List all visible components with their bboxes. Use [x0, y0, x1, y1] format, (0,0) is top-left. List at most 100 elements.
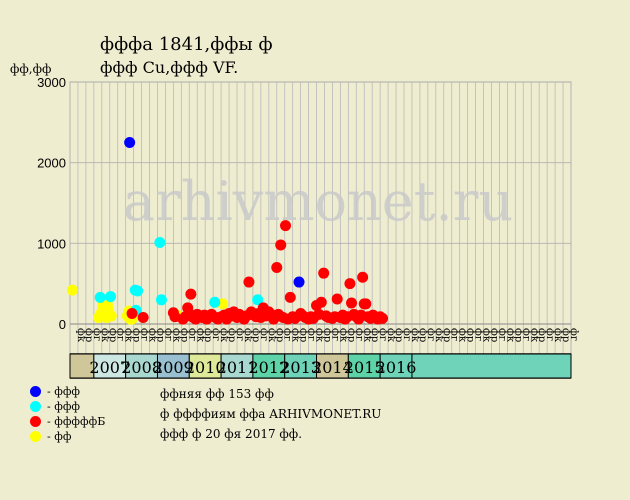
- info-line-source: ф ффффиям ффа ARHIVMONET.RU: [160, 407, 382, 421]
- legend-item-red: - фффффБ: [30, 414, 105, 429]
- year-label: 2007: [89, 358, 130, 377]
- quarter-label: фг: [496, 328, 507, 341]
- quarter-label: фр: [107, 328, 118, 342]
- red-point: [360, 298, 372, 310]
- quarter-label: фг: [162, 328, 173, 341]
- quarter-label: фг: [186, 328, 197, 341]
- quarter-label: фр: [298, 328, 309, 342]
- year-label: 2011: [217, 358, 258, 377]
- red-point: [284, 291, 296, 303]
- quarter-label: фк: [409, 328, 420, 343]
- legend-label: - фф: [47, 430, 72, 443]
- quarter-label: фр: [202, 328, 213, 342]
- quarter-label: фр: [441, 328, 452, 342]
- year-label: 2008: [121, 358, 162, 377]
- quarter-label: фк: [481, 328, 492, 343]
- quarter-label: фк: [314, 328, 325, 343]
- quarter-label: фг: [258, 328, 269, 341]
- chart-title: фффа 1841,ффы ф: [100, 34, 273, 55]
- quarter-label: фр: [465, 328, 476, 342]
- info-block: ффняя фф 153 фф ф ффффиям ффа ARHIVMONET…: [160, 384, 381, 444]
- quarter-label: фг: [353, 328, 364, 341]
- quarter-label: фг: [401, 328, 412, 341]
- year-label: 2012: [248, 358, 289, 377]
- quarter-label: фр: [369, 328, 380, 342]
- year-label: 2009: [153, 358, 194, 377]
- quarter-label: фг: [115, 328, 126, 341]
- red-point: [185, 288, 197, 300]
- yellow-dot-icon: [30, 431, 41, 442]
- year-cell: [347, 353, 381, 379]
- quarter-label: фк: [528, 328, 539, 343]
- quarter-label: фк: [99, 328, 110, 343]
- quarter-label: фг: [377, 328, 388, 341]
- quarter-label: фк: [147, 328, 158, 343]
- red-point: [137, 312, 149, 324]
- quarter-label: фр: [417, 328, 428, 342]
- y-tick-label: 2000: [37, 156, 66, 171]
- red-point: [377, 312, 389, 324]
- red-point: [331, 293, 343, 305]
- red-point: [346, 297, 358, 309]
- y-tick-label: 0: [59, 317, 66, 332]
- quarter-label: фк: [337, 328, 348, 343]
- legend-item-blue: - ффф: [30, 384, 105, 399]
- quarter-label: фр: [322, 328, 333, 342]
- red-point: [344, 278, 356, 290]
- legend: - ффф - ффф - фффффБ - фф: [30, 384, 105, 444]
- yellow-point: [105, 310, 117, 322]
- red-dot-icon: [30, 416, 41, 427]
- blue-point: [293, 276, 305, 288]
- legend-item-cyan: - ффф: [30, 399, 105, 414]
- quarter-label: фр: [155, 328, 166, 342]
- year-cell-partial: [411, 353, 572, 379]
- quarter-label: фк: [123, 328, 134, 343]
- cyan-dot-icon: [30, 401, 41, 412]
- y-tick-label: 1000: [37, 236, 66, 251]
- quarter-label: фг: [425, 328, 436, 341]
- year-label: 2013: [280, 358, 321, 377]
- quarter-label: фк: [170, 328, 181, 343]
- quarter-label: фк: [361, 328, 372, 343]
- blue-point: [124, 137, 136, 148]
- year-cell: [379, 353, 413, 379]
- cyan-point: [155, 294, 167, 306]
- blue-dot-icon: [30, 386, 41, 397]
- year-cell: [93, 353, 127, 379]
- quarter-label: фг: [449, 328, 460, 341]
- quarter-label: фг: [520, 328, 531, 341]
- year-cell: [284, 353, 318, 379]
- quarter-label: фр: [560, 328, 571, 342]
- quarter-label: фр: [131, 328, 142, 342]
- quarter-label: фк: [457, 328, 468, 343]
- quarter-label: фк: [194, 328, 205, 343]
- red-point: [243, 276, 255, 288]
- quarter-label: фг: [282, 328, 293, 341]
- cyan-point: [94, 291, 106, 303]
- quarter-label: фг: [568, 328, 579, 341]
- quarter-label: фк: [75, 328, 86, 343]
- year-cell: [125, 353, 158, 379]
- cyan-point: [154, 237, 166, 249]
- legend-item-yellow: - фф: [30, 429, 105, 444]
- quarter-label: фр: [489, 328, 500, 342]
- red-point: [275, 239, 287, 251]
- chart-subtitle: ффф Cu,ффф VF.: [100, 58, 239, 77]
- cyan-point: [209, 296, 221, 308]
- legend-label: - ффф: [47, 400, 81, 413]
- axis-labels: 0100020003000фкфрфгфкфрфгфкфрфгфкфрфгфкф…: [37, 75, 579, 377]
- quarter-label: фр: [250, 328, 261, 342]
- yellow-point: [66, 284, 78, 296]
- quarter-label: фг: [91, 328, 102, 341]
- year-label: 2010: [185, 358, 226, 377]
- year-cell: [220, 353, 254, 379]
- cyan-point: [252, 294, 264, 306]
- quarter-label: фр: [512, 328, 523, 342]
- y-axis-unit: фф,фф: [10, 62, 52, 76]
- quarter-label: фк: [552, 328, 563, 343]
- quarter-label: фк: [290, 328, 301, 343]
- quarter-label: фг: [210, 328, 221, 341]
- cyan-point: [105, 291, 117, 303]
- year-label: 2016: [376, 358, 417, 377]
- quarter-label: фк: [504, 328, 515, 343]
